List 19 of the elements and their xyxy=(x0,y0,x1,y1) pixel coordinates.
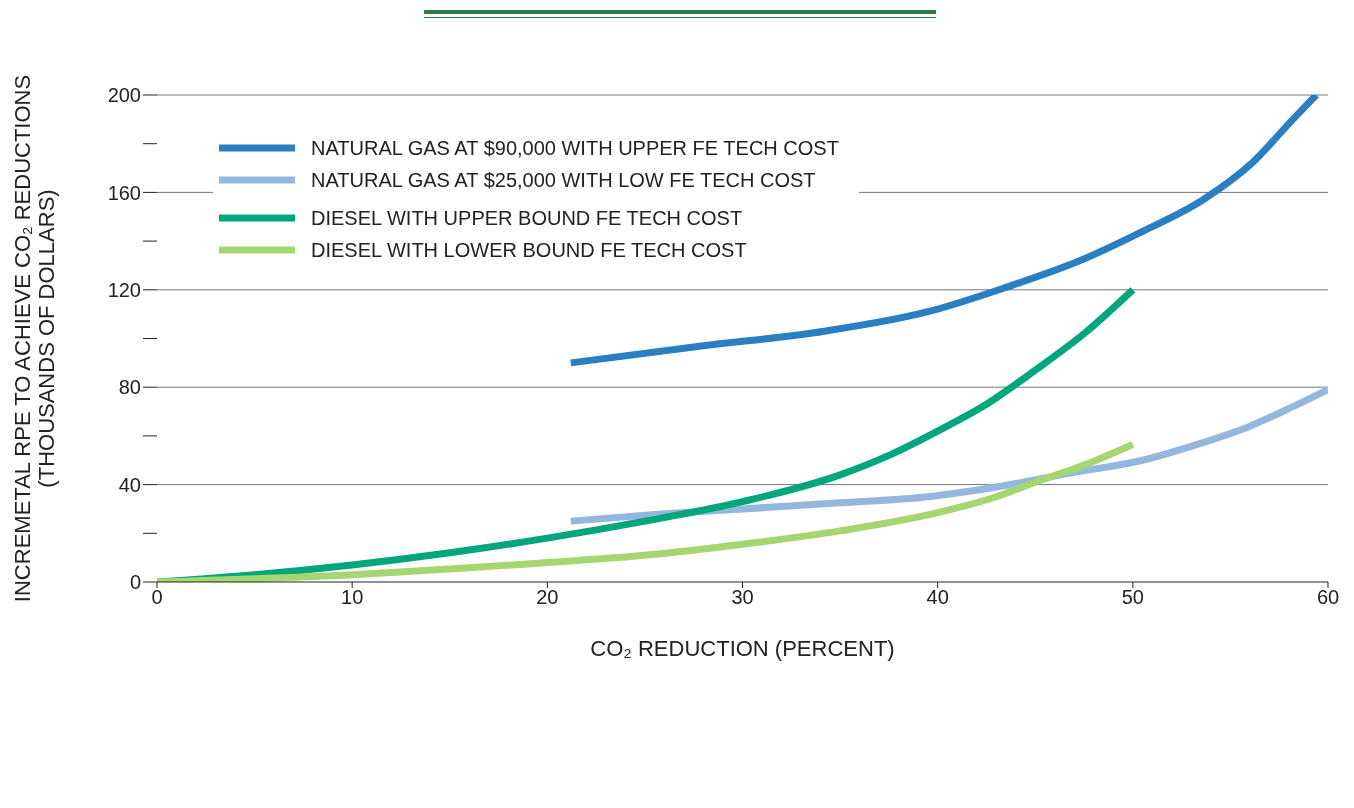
x-axis-title: CO₂ REDUCTION (PERCENT) xyxy=(590,636,895,661)
y-tick-label: 40 xyxy=(118,473,141,496)
x-tick-label: 40 xyxy=(926,586,949,609)
x-tick-label: 60 xyxy=(1316,586,1340,609)
legend-label: DIESEL WITH LOWER BOUND FE TECH COST xyxy=(311,238,747,262)
y-tick-label: 120 xyxy=(107,278,141,301)
legend-label: DIESEL WITH UPPER BOUND FE TECH COST xyxy=(311,206,743,230)
y-tick-label: 200 xyxy=(107,84,141,107)
y-tick-label: 160 xyxy=(107,181,141,204)
x-tick-label: 30 xyxy=(731,586,754,609)
y-tick-label: 80 xyxy=(118,376,141,399)
x-tick-label: 50 xyxy=(1121,586,1144,609)
legend-label: NATURAL GAS AT $90,000 WITH UPPER FE TECH COST xyxy=(311,136,839,160)
y-axis-title: INCREMETAL RPE TO ACHIEVE CO₂ REDUCTIONS (THOUSANDS OF DOLLARS) xyxy=(10,74,59,603)
x-tick-label: 20 xyxy=(536,586,559,609)
legend-label: NATURAL GAS AT $25,000 WITH LOW FE TECH COST xyxy=(311,168,816,192)
x-tick-label: 10 xyxy=(341,586,364,609)
y-tick-label: 0 xyxy=(129,571,141,594)
x-tick-label: 0 xyxy=(151,586,163,609)
